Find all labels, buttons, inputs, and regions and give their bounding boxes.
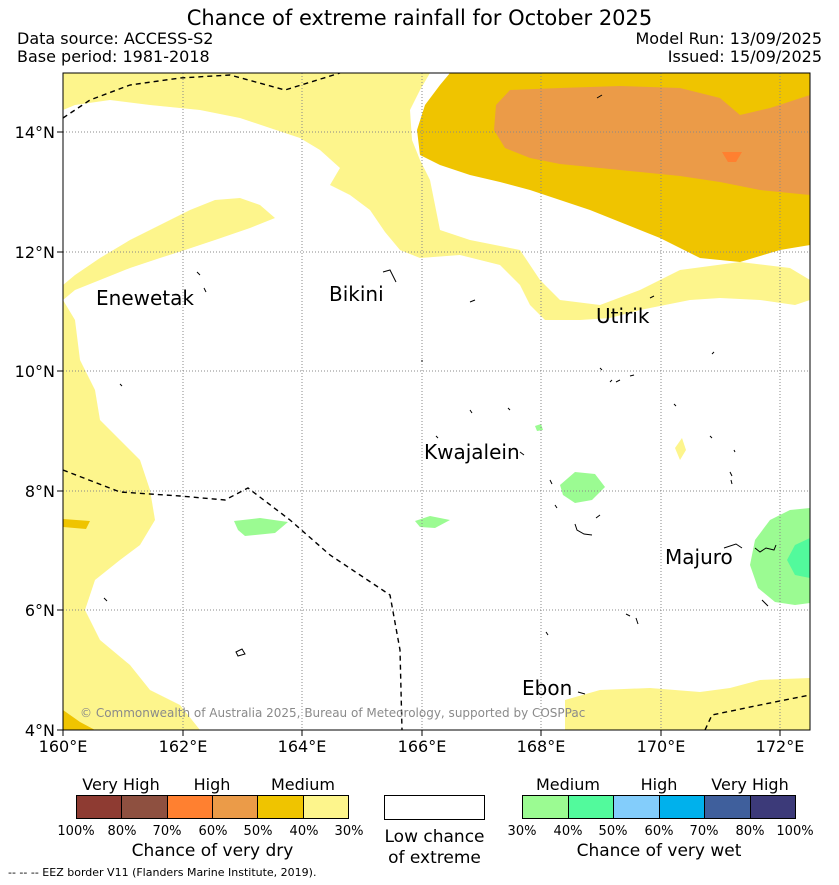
wet-legend-caption: Chance of very wet: [576, 841, 742, 861]
place-label-bikini: Bikini: [329, 282, 384, 306]
low-chance-caption: Low chance of extreme: [370, 827, 499, 869]
dry-percent-label: 100%: [57, 824, 95, 839]
dry-level-very-high: Very High: [82, 775, 160, 794]
dry-level-high: High: [193, 775, 231, 794]
wet-swatch: [659, 796, 705, 818]
place-label-majuro: Majuro: [665, 545, 733, 569]
map-frame: [62, 72, 811, 731]
issued-date: Issued: 15/09/2025: [667, 47, 822, 66]
eez-border: [63, 73, 810, 730]
dry-medium-region-north: [63, 73, 810, 320]
wet-percent-label: 40%: [553, 824, 583, 839]
wet-swatch: [614, 796, 660, 818]
y-tick-label: 10°N: [15, 362, 55, 381]
dry-percent-label: 70%: [152, 824, 182, 839]
dry-swatch: [122, 796, 168, 818]
dry-medium-region-south: [565, 678, 810, 730]
x-tick-label: 166°E: [398, 737, 447, 756]
dry-swatch: [77, 796, 123, 818]
eez-border-note: -- -- -- EEZ border V11 (Flanders Marine…: [8, 866, 317, 879]
y-tick-label: 6°N: [25, 601, 55, 620]
dry-medium-region-southwest: [63, 300, 200, 730]
place-label-ebon: Ebon: [522, 676, 572, 700]
x-tick-label: 160°E: [39, 737, 88, 756]
wet-level-high: High: [640, 775, 678, 794]
wet-swatch: [750, 796, 795, 818]
place-label-utirik: Utirik: [596, 304, 650, 328]
wet-level-very-high: Very High: [711, 775, 789, 794]
wet-30-40-region-3: [560, 472, 605, 503]
low-chance-swatch: [384, 795, 485, 820]
place-labels: Enewetak Bikini Utirik Kwajalein Majuro …: [96, 282, 733, 700]
dry-percent-label: 60%: [198, 824, 228, 839]
wet-percent-label: 100%: [776, 824, 814, 839]
dry-medium-region-spot: [675, 438, 686, 460]
place-label-enewetak: Enewetak: [96, 286, 194, 310]
x-tick-label: 170°E: [637, 737, 686, 756]
wet-level-medium: Medium: [536, 775, 600, 794]
y-tick-labels: 4°N 6°N 8°N 10°N 12°N 14°N: [15, 123, 55, 740]
dry-swatch: [258, 796, 304, 818]
dry-50-60-region: [494, 86, 810, 195]
x-tick-label: 168°E: [517, 737, 566, 756]
dry-swatch: [167, 796, 213, 818]
wet-colorbar: [522, 795, 796, 819]
dry-swatch: [212, 796, 259, 818]
dry-60-70-spot: [722, 152, 742, 162]
wet-swatch: [523, 796, 569, 818]
map-title: Chance of extreme rainfall for October 2…: [186, 6, 653, 30]
dry-level-medium: Medium: [271, 775, 335, 794]
model-run: Model Run: 13/09/2025: [635, 29, 823, 48]
base-period: Base period: 1981-2018: [17, 47, 210, 66]
wet-30-40-region-4: [535, 424, 543, 431]
wet-percent-label: 70%: [689, 824, 719, 839]
dry-40-50-strip-west: [63, 519, 90, 529]
island-outlines: [103, 94, 777, 695]
x-tick-labels: 160°E 162°E 164°E 166°E 168°E 170°E 172°…: [39, 737, 805, 756]
wet-40-50-region-majuro: [787, 538, 810, 578]
x-tick-label: 172°E: [756, 737, 805, 756]
dry-40-50-region-southwest: [63, 710, 95, 730]
dry-percent-label: 80%: [107, 824, 137, 839]
wet-swatch: [568, 796, 614, 818]
dry-medium-region-west: [63, 198, 275, 300]
axis-ticks: [57, 131, 781, 736]
place-label-kwajalein: Kwajalein: [424, 440, 520, 464]
wet-percent-label: 30%: [507, 824, 537, 839]
copyright-notice: © Commonwealth of Australia 2025, Bureau…: [80, 706, 586, 720]
dry-swatch: [303, 796, 348, 818]
dry-colorbar: [76, 795, 349, 819]
y-tick-label: 4°N: [25, 721, 55, 740]
data-source: Data source: ACCESS-S2: [17, 29, 214, 48]
wet-swatch: [705, 796, 751, 818]
dry-percent-label: 40%: [289, 824, 319, 839]
y-tick-label: 14°N: [15, 123, 55, 142]
wet-percent-label: 50%: [598, 824, 628, 839]
wet-percent-label: 60%: [644, 824, 674, 839]
map-area: [63, 73, 810, 730]
dry-legend-caption: Chance of very dry: [131, 841, 294, 861]
dry-percent-label: 50%: [243, 824, 273, 839]
wet-percent-label: 80%: [735, 824, 765, 839]
low-chance-line2: of extreme: [388, 848, 481, 868]
y-tick-label: 8°N: [25, 482, 55, 501]
wet-30-40-region-2: [415, 516, 450, 528]
x-tick-label: 164°E: [278, 737, 327, 756]
y-tick-label: 12°N: [15, 243, 55, 262]
wet-30-40-region-1: [234, 518, 288, 536]
x-tick-label: 162°E: [159, 737, 208, 756]
low-chance-line1: Low chance: [384, 827, 485, 847]
rainfall-map: 160°E 162°E 164°E 166°E 168°E 170°E 172°…: [15, 72, 811, 756]
dry-percent-label: 30%: [334, 824, 364, 839]
